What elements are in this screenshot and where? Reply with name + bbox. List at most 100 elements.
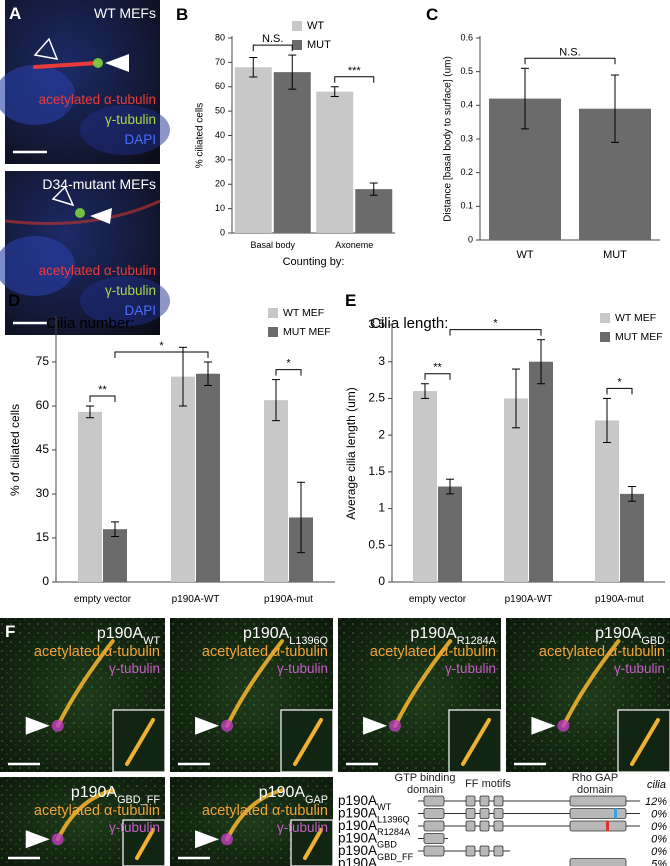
significance-label: N.S. [559, 46, 580, 58]
channel-label: γ-tubulin [109, 661, 160, 676]
y-tick-label: 60 [215, 81, 225, 91]
y-axis-label: Average cilia length (um) [344, 387, 358, 520]
significance-label: ** [98, 384, 107, 396]
construct-name-sub: GBD [641, 635, 665, 647]
y-tick-label: 30 [36, 486, 50, 500]
cilia-percent: 0% [651, 821, 667, 833]
legend-swatch [268, 327, 278, 337]
significance-bracket [424, 373, 451, 380]
construct-name: p190AL1396Q [243, 625, 328, 647]
construct-name-sub: GAP [305, 794, 328, 806]
panel-label: F [5, 622, 15, 641]
channel-label: acetylated α-tubulin [370, 644, 496, 660]
legend-label: WT MEF [615, 312, 656, 324]
y-tick-label: 0.2 [460, 167, 473, 177]
basal-body [51, 833, 64, 846]
significance-bracket [334, 76, 375, 83]
construct-name-base: p190A [338, 818, 377, 833]
inset-cilium [293, 718, 323, 766]
point-mutation [614, 808, 617, 819]
domain-header: GTP binding domain [394, 772, 456, 796]
construct-name: p190AGBD_FF [71, 784, 161, 806]
significance-bracket [89, 395, 116, 402]
y-tick-label: 50 [215, 106, 225, 116]
construct-name: p190AGAP [338, 856, 396, 866]
y-tick-label: 0 [378, 574, 385, 588]
cell-edge [4, 199, 161, 225]
x-tick-label: empty vector [74, 594, 132, 605]
basal-body [221, 719, 234, 732]
construct-name: p190AR1284A [338, 818, 411, 837]
cilia-header: cilia [647, 779, 666, 791]
legend-label: MUT [307, 39, 331, 51]
x-tick-label: p190A-mut [595, 594, 644, 605]
arrow [531, 716, 556, 735]
arrow [195, 830, 220, 849]
significance-bracket [606, 387, 633, 395]
cilia-percent: 0% [651, 809, 667, 821]
inset-cilium [303, 828, 323, 860]
nucleus-blob [80, 276, 170, 326]
channel-label: γ-tubulin [277, 820, 328, 835]
cilium [55, 788, 115, 842]
y-tick-label: 0.4 [460, 100, 473, 110]
channel-label: acetylated α-tubulin [34, 803, 160, 819]
channel-label: DAPI [124, 132, 156, 147]
nucleus-blob [0, 65, 75, 125]
inset-cilium [135, 828, 155, 860]
ff-motif [479, 820, 490, 832]
y-tick-label: 0.3 [460, 133, 473, 143]
construct-name-base: p190A [71, 784, 118, 801]
cilium [225, 639, 285, 728]
construct-name-base: p190A [338, 856, 377, 866]
y-tick-label: 0.1 [460, 201, 473, 211]
nucleus-blob [80, 105, 170, 155]
construct-name-base: p190A [410, 625, 457, 642]
construct-name-base: p190A [595, 625, 642, 642]
construct-name: p190AGBD [595, 625, 665, 647]
construct-name: p190AR1284A [410, 625, 496, 647]
legend-swatch [600, 313, 610, 323]
hollow-arrow [51, 185, 75, 207]
construct-name: p190AGAP [259, 784, 328, 806]
significance-bracket [275, 369, 302, 376]
gtp-domain [423, 808, 445, 819]
panel-label: D [8, 291, 20, 310]
bar [171, 376, 195, 582]
ff-motif [465, 820, 476, 832]
arrow [195, 716, 220, 735]
y-tick-label: 20 [215, 179, 225, 189]
y-tick-label: 10 [215, 203, 225, 213]
y-tick-label: 15 [36, 530, 50, 544]
x-tick-label: empty vector [409, 594, 467, 605]
y-tick-label: 0 [468, 234, 473, 244]
chart-title: Cilia number: [46, 315, 134, 332]
construct-name-sub: GBD [377, 840, 397, 850]
channel-label: acetylated α-tubulin [539, 644, 665, 660]
construct-name: p190AGBD [338, 831, 397, 850]
y-tick-label: 45 [36, 442, 50, 456]
significance-label: * [159, 340, 164, 352]
legend-swatch [600, 332, 610, 342]
panel-label: B [176, 5, 188, 24]
image-title: D34-mutant MEFs [42, 176, 156, 192]
ff-motif [493, 820, 504, 832]
x-tick-label: p190A-WT [505, 594, 553, 605]
inset-cilium [125, 718, 155, 766]
cilia-percent: 0% [651, 846, 667, 858]
x-tick-label: Axoneme [335, 240, 373, 250]
y-tick-label: 1 [378, 501, 385, 515]
cilia-percent: 12% [645, 796, 667, 808]
channel-label: acetylated α-tubulin [39, 92, 156, 107]
ff-motif [479, 808, 490, 819]
y-tick-label: 0 [220, 227, 225, 237]
construct-name: p190AGBD_FF [338, 843, 414, 862]
y-tick-label: 40 [215, 130, 225, 140]
bar [504, 398, 528, 582]
gap-domain [569, 795, 627, 807]
ff-motif [479, 845, 490, 857]
bar [316, 91, 354, 233]
inset-cilium [630, 718, 660, 766]
